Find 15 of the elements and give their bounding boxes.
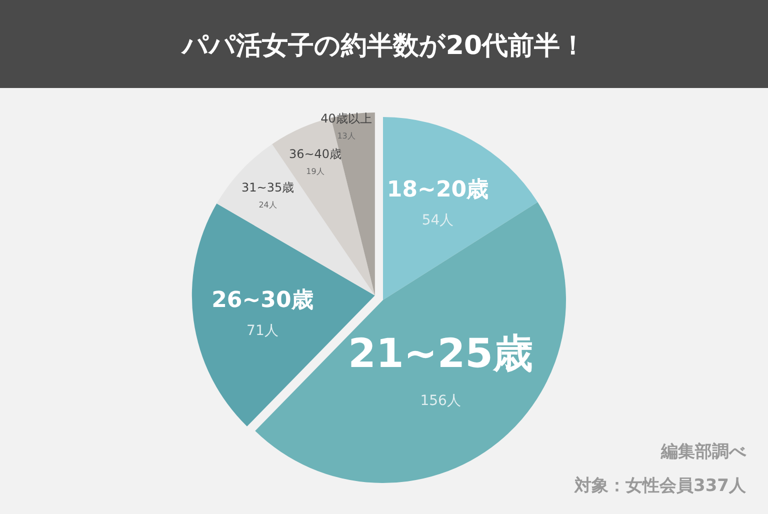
category-label: 26~30歳: [212, 288, 314, 313]
category-label: 31~35歳: [242, 180, 294, 195]
value-label: 19人: [306, 166, 324, 176]
value-label: 71人: [246, 322, 278, 339]
value-label: 156人: [420, 393, 461, 410]
category-label: 40歳以上: [320, 112, 372, 126]
category-label: 21~25歳: [348, 331, 533, 378]
category-label: 18~20歳: [386, 178, 489, 203]
value-label: 13人: [337, 132, 356, 141]
annotation: 対象：女性会員337人: [574, 476, 746, 496]
annotation: 編集部調べ: [661, 442, 746, 462]
value-label: 24人: [258, 200, 277, 210]
title: パパ活女子の約半数が20代前半！: [182, 31, 586, 61]
value-label: 54人: [422, 212, 454, 229]
category-label: 36~40歳: [288, 146, 342, 161]
